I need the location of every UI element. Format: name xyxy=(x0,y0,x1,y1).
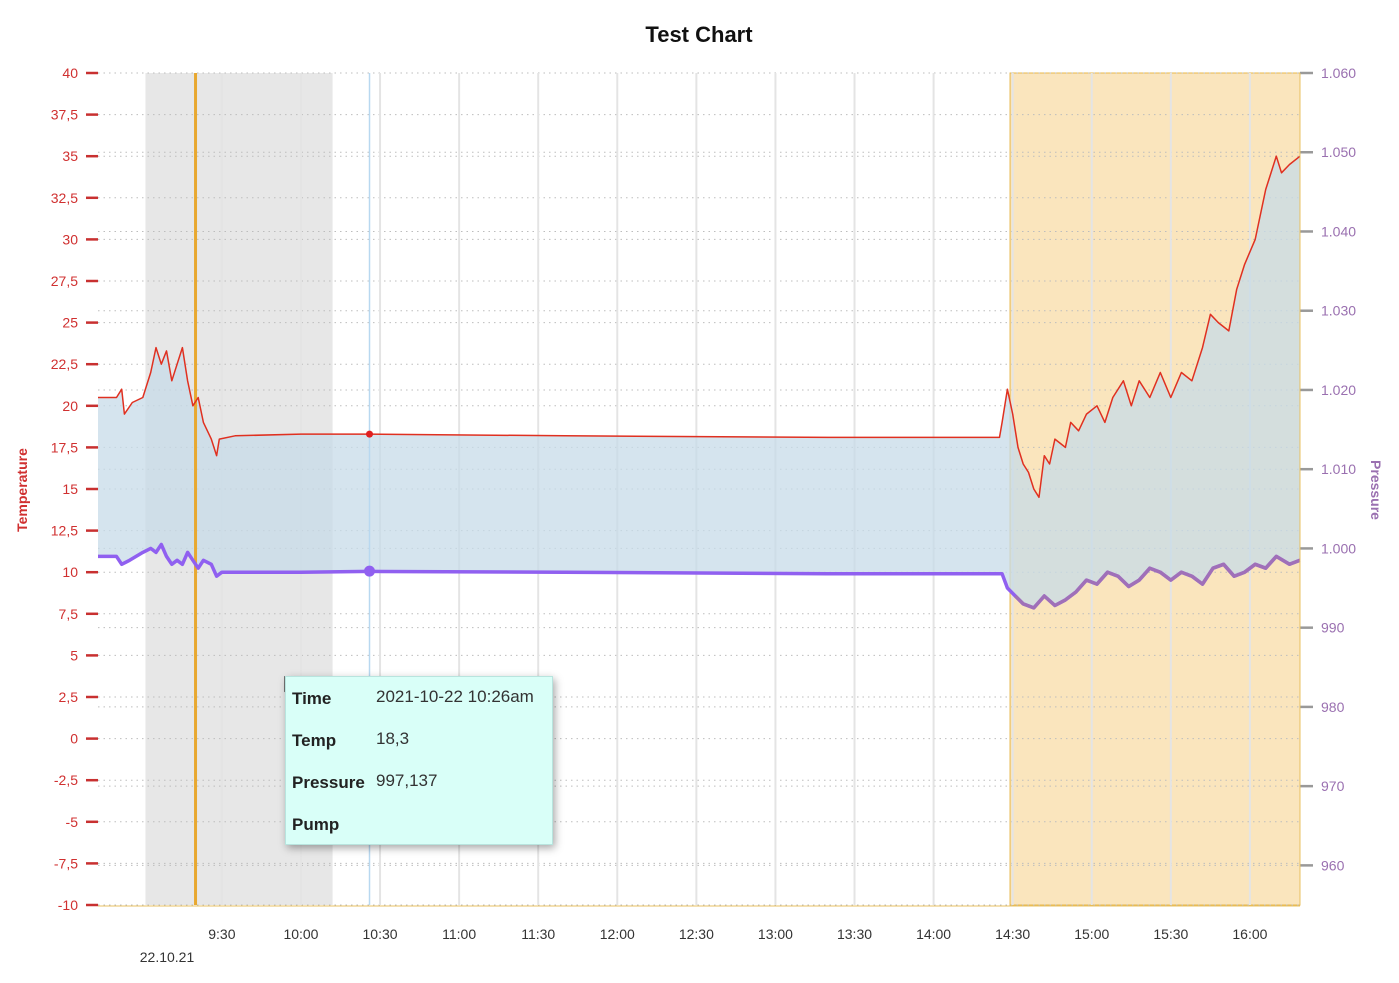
left-axis-tick-label: 15 xyxy=(62,481,78,497)
tooltip-value: 18,3 xyxy=(376,729,410,748)
x-axis-tick-label: 14:00 xyxy=(916,926,951,942)
x-axis-tick-label: 13:30 xyxy=(837,926,872,942)
right-axis-tick-label: 1.010 xyxy=(1321,461,1356,477)
left-axis-tick-label: -10 xyxy=(58,897,78,913)
left-axis-tick-label: -2,5 xyxy=(54,772,78,788)
left-axis-tick-label: 30 xyxy=(62,231,78,247)
left-axis-tick-label: 2,5 xyxy=(59,689,79,705)
left-axis-tick-label: 27,5 xyxy=(51,273,78,289)
tooltip-row-pressure: Pressure 997,137 xyxy=(292,769,552,811)
left-axis-tick-label: 22,5 xyxy=(51,356,78,372)
x-axis-date-label: 22.10.21 xyxy=(140,949,195,965)
series-line-pressure-band-segment xyxy=(1014,554,1301,610)
left-axis-tick-label: 12,5 xyxy=(51,523,78,539)
left-axis-tick-label: 0 xyxy=(70,731,78,747)
x-axis-tick-label: 9:30 xyxy=(208,926,235,942)
left-axis-tick-label: 37,5 xyxy=(51,107,78,123)
tooltip-key: Time xyxy=(292,689,332,708)
left-axis-tick-label: 10 xyxy=(62,564,78,580)
right-axis-tick-label: 1.040 xyxy=(1321,223,1356,239)
chart-tooltip: Time 2021-10-22 10:26am Temp 18,3 Pressu… xyxy=(285,676,553,845)
right-axis-tick-label: 1.030 xyxy=(1321,303,1356,319)
tooltip-row-time: Time 2021-10-22 10:26am xyxy=(292,685,552,727)
right-axis-tick-label: 1.060 xyxy=(1321,65,1356,81)
x-axis-tick-label: 15:30 xyxy=(1153,926,1188,942)
right-axis-tick-label: 1.050 xyxy=(1321,144,1356,160)
left-axis-label: Temperature xyxy=(14,448,30,532)
left-axis-tick-label: -7,5 xyxy=(54,855,78,871)
temp-marker xyxy=(366,430,374,438)
x-axis-tick-label: 13:00 xyxy=(758,926,793,942)
pressure-marker xyxy=(364,565,376,577)
tooltip-key: Pressure xyxy=(292,773,365,792)
x-axis-tick-label: 10:00 xyxy=(283,926,318,942)
x-axis-tick-label: 11:30 xyxy=(521,926,555,942)
right-axis-tick-label: 960 xyxy=(1321,857,1345,873)
left-axis-tick-label: 5 xyxy=(70,647,78,663)
left-axis-tick-label: 17,5 xyxy=(51,439,78,455)
series-line-temp xyxy=(98,155,1301,499)
tooltip-row-temp: Temp 18,3 xyxy=(292,727,552,769)
x-axis-tick-label: 11:00 xyxy=(442,926,476,942)
left-axis-tick-label: -5 xyxy=(66,814,79,830)
x-axis-tick-label: 15:00 xyxy=(1074,926,1109,942)
x-axis-tick-label: 12:00 xyxy=(600,926,635,942)
x-axis-tick-label: 16:00 xyxy=(1232,926,1267,942)
tooltip-value: 997,137 xyxy=(376,771,438,790)
left-axis-tick-label: 25 xyxy=(62,315,78,331)
right-axis-tick-label: 1.000 xyxy=(1321,540,1356,556)
right-axis-label: Pressure xyxy=(1368,460,1384,520)
right-axis-tick-label: 970 xyxy=(1321,778,1345,794)
tooltip-value: 2021-10-22 10:26am xyxy=(376,687,534,706)
tooltip-key: Temp xyxy=(292,731,337,750)
tooltip-row-pump: Pump xyxy=(292,811,552,853)
left-axis-tick-label: 35 xyxy=(62,148,78,164)
area-fill xyxy=(98,156,1300,608)
chart-title: Test Chart xyxy=(645,22,753,47)
left-axis-tick-label: 7,5 xyxy=(59,606,79,622)
right-axis-tick-label: 990 xyxy=(1321,620,1345,636)
right-axis-tick-label: 980 xyxy=(1321,699,1345,715)
left-axis-tick-label: 32,5 xyxy=(51,190,78,206)
left-axis-tick-label: 40 xyxy=(62,65,78,81)
x-axis-tick-label: 12:30 xyxy=(679,926,714,942)
left-axis-tick-label: 20 xyxy=(62,398,78,414)
x-axis-tick-label: 10:30 xyxy=(363,926,398,942)
x-axis-tick-label: 14:30 xyxy=(995,926,1030,942)
right-axis-tick-label: 1.020 xyxy=(1321,382,1356,398)
tooltip-key: Pump xyxy=(292,815,340,834)
